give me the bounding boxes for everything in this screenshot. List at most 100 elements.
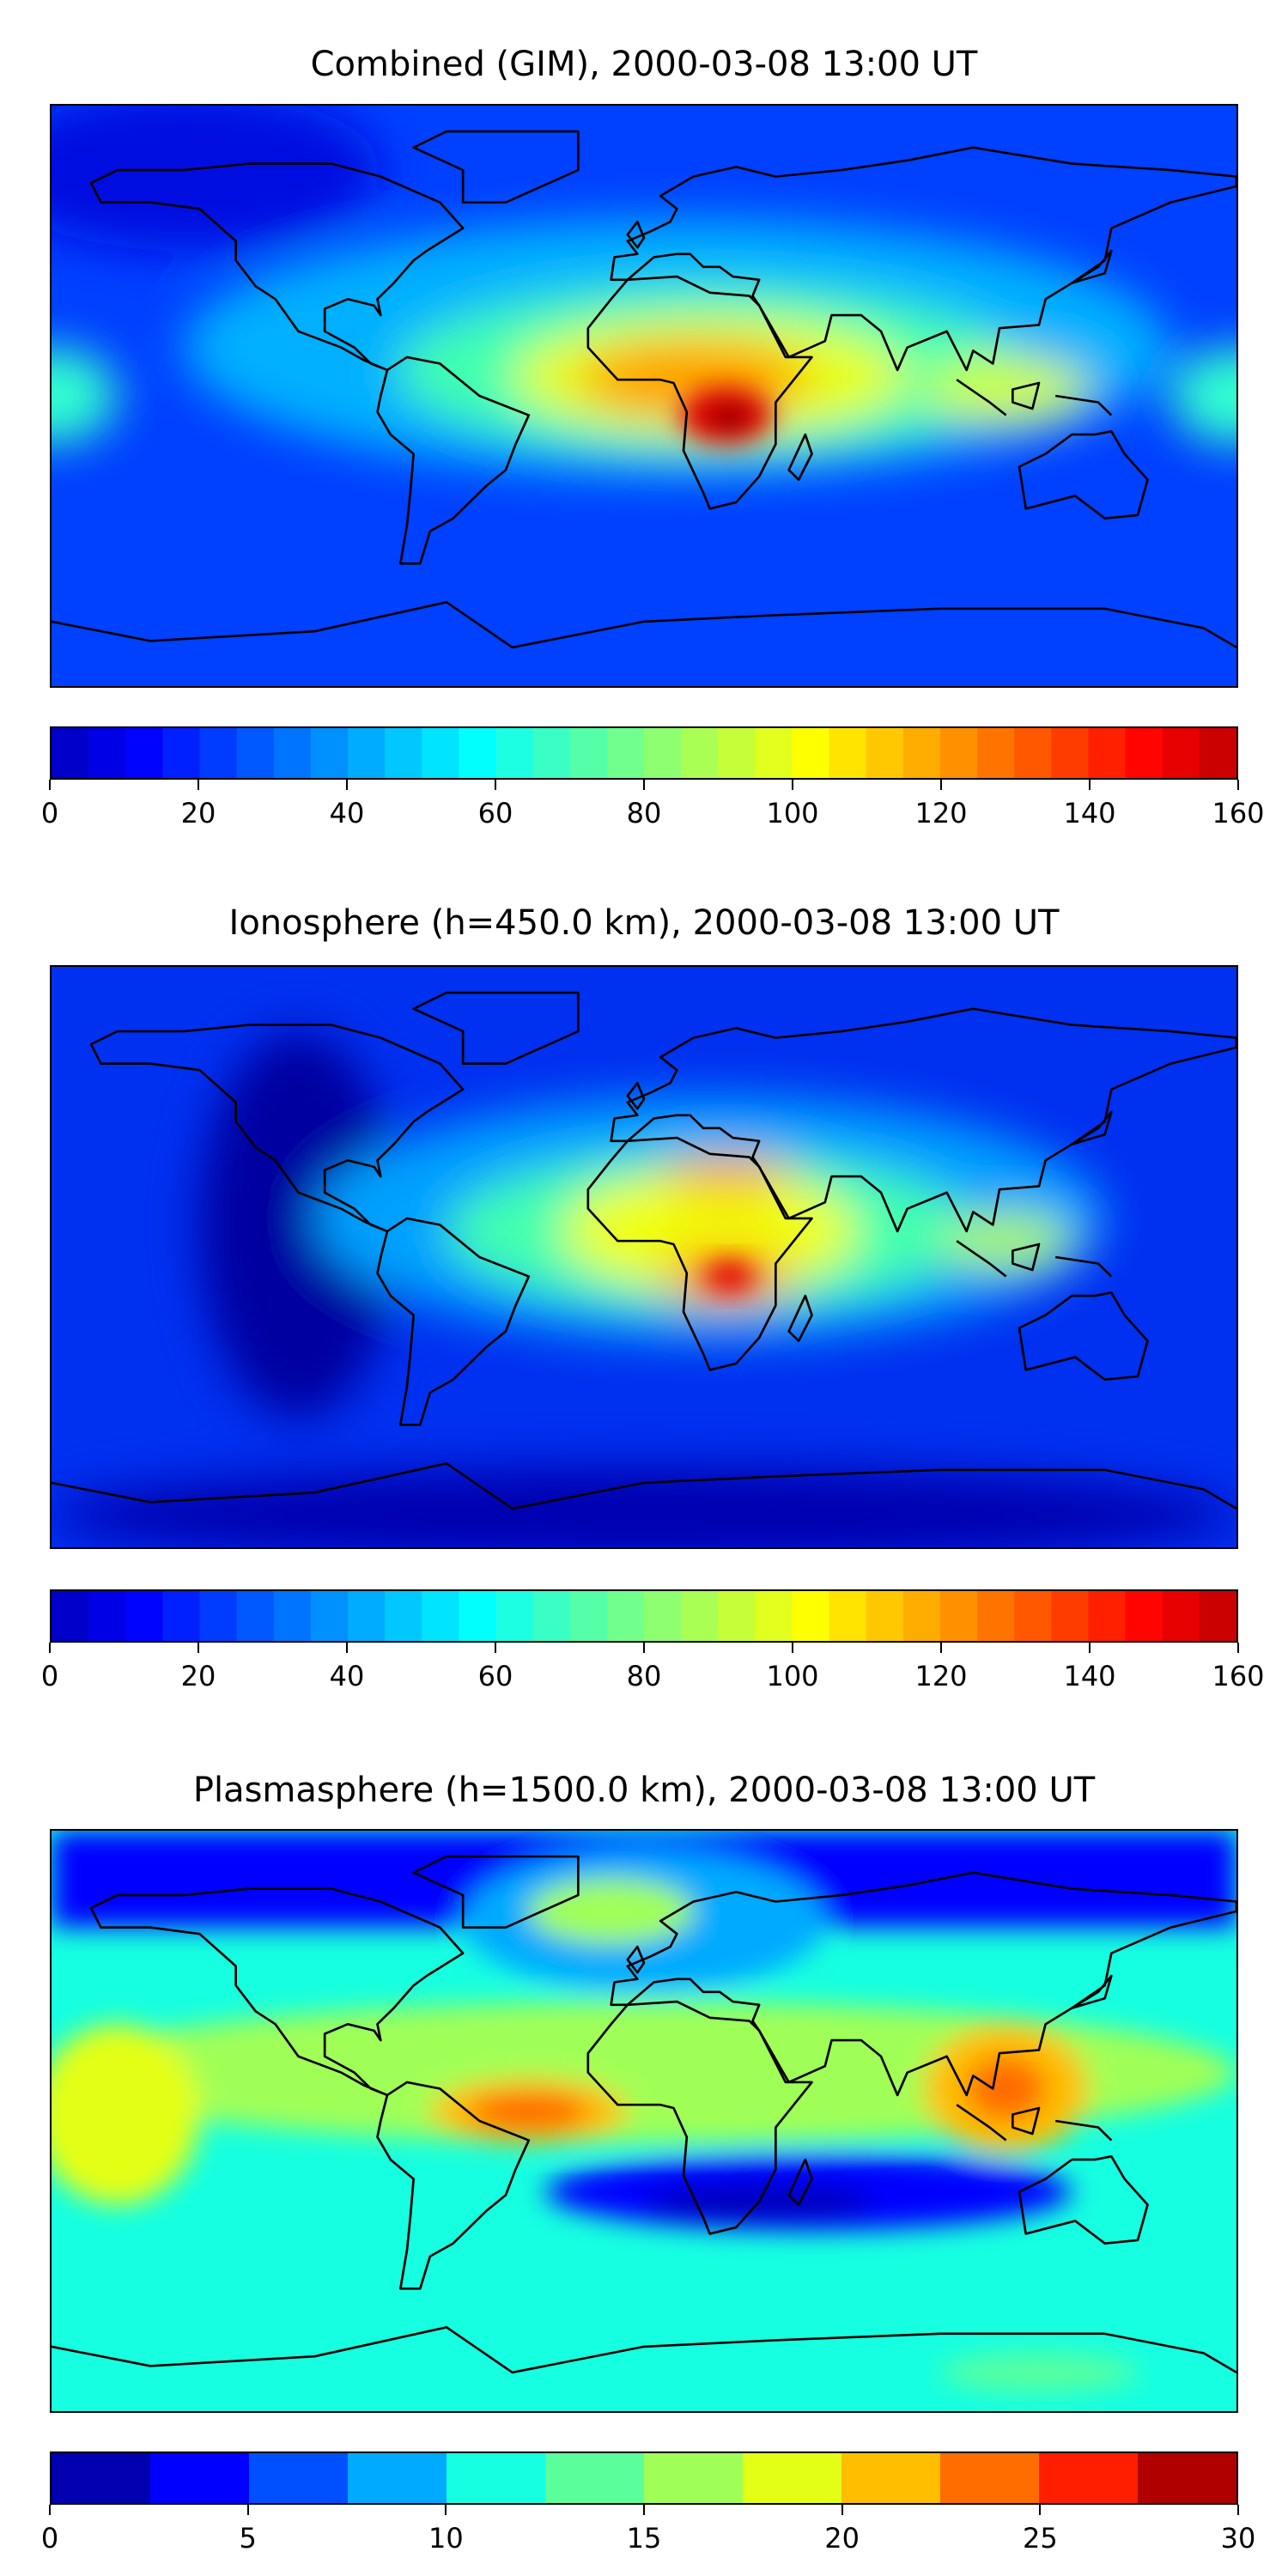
colorbar-segment	[977, 1591, 1015, 1641]
map-combined	[50, 104, 1238, 688]
colorbar-tick-label: 60	[477, 1660, 513, 1692]
colorbar-tick-label: 80	[626, 1660, 662, 1692]
colorbar-segment	[1014, 728, 1053, 778]
colorbar-segment	[459, 728, 497, 778]
colorbar-segment	[569, 728, 608, 778]
colorbar-segment	[249, 2453, 349, 2503]
colorbar-tick	[49, 1643, 51, 1653]
colorbar-segment	[977, 728, 1015, 778]
colorbar-tick	[1237, 780, 1239, 790]
map-plasmasphere	[50, 1829, 1238, 2413]
colorbar-segment	[1039, 2453, 1139, 2503]
map-ionosphere	[50, 965, 1238, 1549]
colorbar-segment	[1199, 728, 1236, 778]
colorbar-segment	[1051, 728, 1090, 778]
colorbar-segment	[681, 1591, 719, 1641]
chart-title-ionosphere: Ionosphere (h=450.0 km), 2000-03-08 13:0…	[228, 903, 1060, 943]
colorbar-tick	[940, 1643, 942, 1653]
chart-title-plasmasphere: Plasmasphere (h=1500.0 km), 2000-03-08 1…	[192, 1771, 1096, 1810]
colorbar-segment	[125, 1591, 164, 1641]
colorbar-tick	[495, 1643, 496, 1653]
colorbar-tick-label: 20	[824, 2522, 860, 2555]
colorbar-tick-label: 60	[477, 797, 513, 829]
colorbar-segment	[52, 728, 89, 778]
colorbar-segment	[644, 728, 682, 778]
colorbar-tick-label: 120	[914, 797, 968, 829]
colorbar-segment	[150, 2453, 250, 2503]
colorbar-segment	[1199, 1591, 1236, 1641]
colorbar-tick	[346, 1643, 348, 1653]
colorbar-segment	[348, 728, 386, 778]
colorbar-segment	[52, 1591, 89, 1641]
colorbar-segment	[792, 728, 830, 778]
colorbar-tick	[1237, 1643, 1239, 1653]
colorbar-segment	[236, 1591, 275, 1641]
colorbar-segment	[236, 728, 275, 778]
colorbar-segment	[310, 728, 349, 778]
colorbar-ticks-plasmasphere: 0 5 10 15 20 25 30	[41, 2505, 1255, 2556]
colorbar-segment	[866, 1591, 904, 1641]
colorbar-tick-label: 10	[428, 2522, 464, 2555]
colorbar-segment	[162, 1591, 201, 1641]
colorbar-tick	[197, 1643, 199, 1653]
colorbar-tick-label: 40	[329, 1660, 365, 1692]
colorbar-tick-label: 120	[914, 1660, 968, 1692]
colorbar-tick	[495, 780, 496, 790]
colorbar-segment	[718, 1591, 756, 1641]
colorbar-segment	[902, 1591, 941, 1641]
colorbar-segment	[940, 1591, 978, 1641]
colorbar-segment	[532, 1591, 571, 1641]
colorbar-combined	[50, 726, 1238, 780]
colorbar-segment	[385, 1591, 422, 1641]
colorbar-tick-label: 140	[1063, 797, 1116, 829]
colorbar-tick	[49, 2505, 51, 2515]
colorbar-segment	[940, 2453, 1040, 2503]
colorbar-segment	[545, 2453, 645, 2503]
colorbar-segment	[273, 728, 312, 778]
colorbar-ticks-combined: 0 20 40 60 80 100 120 140 160	[41, 780, 1265, 831]
colorbar-segment	[718, 728, 756, 778]
colorbar-tick-label: 0	[40, 2522, 59, 2555]
map-combined-svg	[52, 106, 1236, 686]
colorbar-segment	[385, 728, 422, 778]
colorbar-segment	[1125, 728, 1163, 778]
colorbar-segment	[681, 728, 719, 778]
colorbar-segment	[348, 1591, 386, 1641]
colorbar-segment	[841, 2453, 941, 2503]
colorbar-tick	[1237, 2505, 1239, 2515]
colorbar-tick-label: 160	[1212, 797, 1265, 829]
colorbar-segment	[755, 728, 793, 778]
colorbar-segment	[829, 728, 867, 778]
colorbar-tick-label: 15	[626, 2522, 662, 2555]
colorbar-tick-label: 100	[766, 1660, 819, 1692]
colorbar-segment	[459, 1591, 497, 1641]
colorbar-segment	[162, 728, 201, 778]
colorbar-tick	[643, 1643, 645, 1653]
colorbar-segment	[422, 1591, 460, 1641]
colorbar-tick-label: 20	[180, 1660, 216, 1692]
colorbar-tick	[1039, 2505, 1042, 2515]
colorbar-segment	[743, 2453, 842, 2503]
colorbar-tick-label: 5	[239, 2522, 257, 2555]
colorbar-segment	[52, 2453, 151, 2503]
colorbar-tick-label: 140	[1063, 1660, 1116, 1692]
colorbar-ionosphere	[50, 1589, 1238, 1643]
colorbar-tick	[792, 1643, 793, 1653]
colorbar-segment	[125, 728, 164, 778]
colorbar-tick	[246, 2505, 249, 2515]
colorbar-tick	[1089, 780, 1091, 790]
colorbar-segment	[348, 2453, 447, 2503]
map-ionosphere-svg	[52, 967, 1236, 1547]
colorbar-tick-label: 20	[180, 797, 216, 829]
colorbar-segment	[199, 728, 238, 778]
colorbar-segment	[1162, 1591, 1200, 1641]
colorbar-tick	[49, 780, 51, 790]
colorbar-segment	[829, 1591, 867, 1641]
colorbar-segment	[940, 728, 978, 778]
chart-title-combined: Combined (GIM), 2000-03-08 13:00 UT	[310, 45, 978, 84]
colorbar-segment	[644, 2453, 744, 2503]
colorbar-segment	[273, 1591, 312, 1641]
colorbar-tick	[841, 2505, 843, 2515]
colorbar-segment	[1051, 1591, 1090, 1641]
colorbar-plasmasphere	[50, 2451, 1238, 2505]
